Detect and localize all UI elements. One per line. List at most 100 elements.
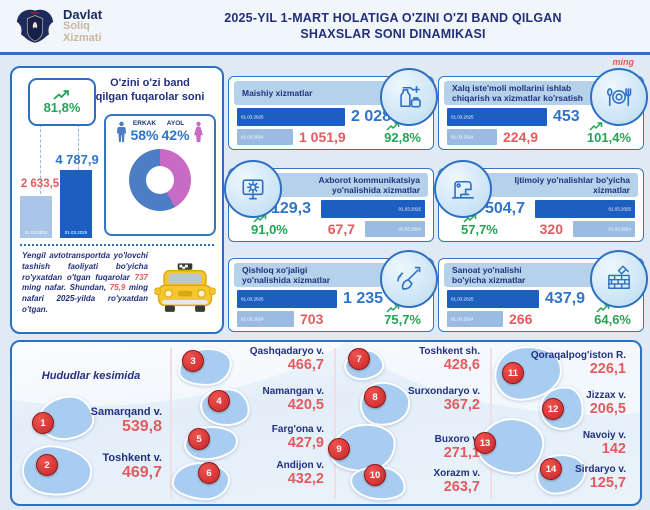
card-sanoat-yonalishi: Sanoat yo'nalishi bo'yicha xizmatlar 01.… — [438, 250, 648, 332]
curr-bar: 01.03.2025 — [535, 200, 635, 218]
curr-bar: 01.03.2025 — [321, 200, 425, 218]
region-value: 271,1 — [443, 445, 480, 461]
region-name: Xorazm v. — [433, 468, 481, 479]
region-value: 367,2 — [443, 397, 480, 413]
region-number-badge: 8 — [364, 386, 386, 408]
curr-bar: 01.03.2025 — [447, 108, 547, 126]
female-icon — [193, 121, 203, 143]
region-number-badge: 3 — [182, 350, 204, 372]
card-ijtimoiy-yonalishlar: Ijtimoiy yo'nalishlar bo'yicha xizmatlar… — [434, 160, 644, 242]
prev-bar-label: 01.03.2024 — [398, 226, 421, 232]
unit-note: ming — [612, 57, 635, 67]
card-title: Sanoat yo'nalishi — [452, 264, 522, 275]
card-title: Qishloq xo'jaligi — [242, 264, 308, 275]
prev-bar: 01.03.2024 — [237, 129, 293, 145]
region-number-badge: 4 — [208, 390, 230, 412]
card-title-line2: chiqarish va xizmatlar ko'rsatish — [452, 93, 583, 103]
curr-bar-label: 01.03.2025 — [398, 206, 421, 212]
curr-bar: 01.03.2025 — [447, 290, 539, 308]
male-icon — [117, 121, 127, 143]
gender-panel: ERKAK 58% AYOL 42% — [104, 114, 216, 236]
summary-prev-value: 2 633,5 — [20, 178, 60, 190]
note-value-737: 737 — [134, 272, 148, 282]
org-name-line1: Davlat — [63, 6, 103, 22]
region-entry: Xorazm v. 263,7 — [350, 468, 481, 496]
summary-title-line2: qilgan fuqarolar soni — [95, 90, 205, 103]
region-number-badge: 14 — [540, 458, 562, 480]
growth-value: 57,7% — [461, 213, 498, 237]
growth-badge: 81,8% — [28, 78, 96, 126]
summary-title-line1: O'zini o'zi band — [110, 77, 190, 89]
region-value: 263,7 — [443, 479, 480, 495]
region-entry: Surxondaryo v. 367,2 — [350, 386, 480, 414]
growth-value: 92,8% — [384, 121, 425, 145]
sewing-machine-icon — [434, 160, 492, 218]
growth-value: 75,7% — [384, 303, 425, 327]
org-name-line2: Soliq — [63, 20, 90, 33]
region-value: 206,5 — [589, 401, 626, 417]
curr-bar-label: 01.03.2025 — [241, 296, 264, 302]
shovel-icon — [380, 250, 438, 308]
prev-bar-label: 01.03.2024 — [451, 316, 474, 322]
cleaning-supplies-icon — [380, 68, 438, 126]
prev-bar: 01.03.2024 — [447, 311, 503, 327]
region-entry: Andijon v. 432,2 — [194, 460, 324, 488]
growth-value: 64,6% — [594, 303, 635, 327]
growth-badge-value: 81,8% — [43, 99, 81, 115]
region-entry: Qoraqalpog'iston R. 226,1 — [490, 350, 626, 378]
plate-cutlery-icon — [590, 68, 648, 126]
prev-bar-label: 01.03.2024 — [451, 134, 474, 140]
region-number-badge: 10 — [364, 464, 386, 486]
curr-bar-label: 01.03.2025 — [241, 114, 264, 120]
region-value: 420,5 — [287, 397, 324, 413]
dash-connector — [78, 124, 79, 170]
curr-bar: 01.03.2025 — [237, 290, 337, 308]
region-value: 469,7 — [121, 464, 162, 482]
card-title-line2: xizmatlar — [593, 185, 630, 195]
prev-value: 1 051,9 — [299, 129, 346, 145]
org-name-line3: Xizmati — [63, 31, 102, 44]
region-number-badge: 7 — [348, 348, 370, 370]
note-value-75-9: 75,9 — [109, 283, 126, 293]
female-label: AYOL — [166, 120, 185, 127]
region-value: 142 — [601, 441, 626, 457]
curr-bar-label: 01.03.2025 — [608, 206, 631, 212]
dotted-separator — [20, 244, 214, 246]
card-title: Axborot kommunikatsiya — [318, 174, 420, 185]
region-name: Surxondaryo v. — [407, 386, 480, 397]
prev-bar: 01.03.2024 — [573, 221, 635, 237]
header: Davlat Soliq Xizmati 2025-YIL 1-MART HOL… — [0, 0, 650, 55]
prev-value: 67,7 — [327, 221, 355, 237]
prev-bar-label: 01.03.2024 — [241, 316, 264, 322]
curr-value: 453 — [553, 108, 580, 125]
female-value: 42% — [161, 126, 190, 143]
curr-value: 504,7 — [484, 200, 525, 217]
region-value: 539,8 — [121, 418, 162, 436]
prev-bar-label: 01.03.2024 — [608, 226, 631, 232]
note-text: ming nafari 2025-yilda ro'yxatdan o'tgan… — [22, 283, 148, 314]
card-title-line2: yo'nalishida xizmatlar — [332, 185, 420, 195]
card-title: Ijtimoiy yo'nalishlar bo'yicha — [514, 174, 630, 185]
monitor-gear-icon — [224, 160, 282, 218]
dash-connector — [40, 124, 41, 194]
prev-value: 703 — [300, 311, 324, 327]
card-axborot-kommunikatsiya: Axborot kommunikatsiya yo'nalishida xizm… — [224, 160, 434, 242]
region-value: 427,9 — [287, 435, 324, 451]
female-stat: AYOL 42% — [161, 120, 190, 143]
page-title-line2: SHAXSLAR SONI DINAMIKASI — [300, 27, 486, 41]
region-number-badge: 13 — [474, 432, 496, 454]
male-label: ERKAK — [132, 120, 157, 127]
note-text: Yengil avtotransportda yo'lovchi tashish… — [22, 251, 148, 282]
region-number-badge: 11 — [502, 362, 524, 384]
gender-donut-chart — [129, 149, 191, 211]
region-number-badge: 5 — [188, 428, 210, 450]
region-entry: Sirdaryo v. 125,7 — [490, 464, 626, 492]
column-divider — [334, 348, 336, 498]
card-title-line2: bo'yicha xizmatlar — [452, 275, 526, 285]
region-name: Samarqand v. — [90, 406, 162, 418]
logo: Davlat Soliq Xizmati — [0, 5, 154, 47]
region-value: 226,1 — [589, 361, 626, 377]
prev-bar: 01.03.2024 — [365, 221, 425, 237]
region-value: 428,6 — [443, 357, 480, 373]
region-name: Qashqadaryo v. — [249, 346, 324, 357]
